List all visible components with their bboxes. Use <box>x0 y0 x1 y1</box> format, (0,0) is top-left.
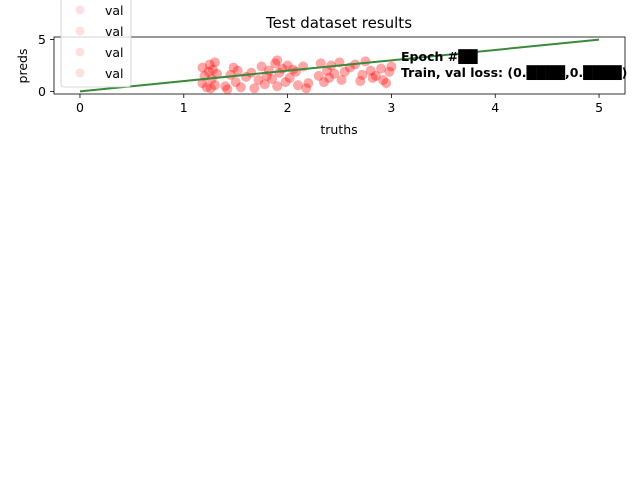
scatter-point <box>204 59 215 70</box>
legend-label: val <box>105 45 124 60</box>
scatter-point <box>211 68 222 79</box>
scatter-point <box>197 78 208 89</box>
scatter-point <box>197 62 208 73</box>
legend-box <box>60 0 132 88</box>
scatter-point <box>324 72 335 83</box>
scatter-point <box>303 78 314 89</box>
reference-line <box>79 38 600 93</box>
x-axis-ticks: 0 1 2 3 4 5 <box>76 94 603 115</box>
scatter-point <box>313 70 324 81</box>
scatter-point <box>230 77 241 88</box>
scatter-point <box>270 58 281 69</box>
scatter-point <box>384 66 395 77</box>
scatter-point <box>370 70 381 81</box>
scatter-point <box>329 68 340 79</box>
scatter-point <box>220 81 231 92</box>
scatter-point <box>367 72 378 83</box>
legend-marker <box>75 26 85 36</box>
loss-annotation: Train, val loss: (0.████,0.████) <box>401 65 627 81</box>
scatter-point <box>232 65 243 76</box>
legend-marker <box>75 47 85 57</box>
legend-label: val <box>105 66 124 81</box>
chart-title: Test dataset results <box>265 14 412 32</box>
scatter-point <box>272 55 283 66</box>
scatter-point <box>235 82 246 93</box>
scatter-point <box>360 56 371 67</box>
scatter-point <box>256 61 267 72</box>
scatter-point <box>322 65 333 76</box>
legend: val val val val <box>60 0 132 88</box>
scatter-point <box>381 78 392 89</box>
scatter-point <box>246 67 257 78</box>
scatter-point <box>209 57 220 68</box>
x-tick-label: 4 <box>491 100 499 115</box>
scatter-point <box>378 75 389 86</box>
scatter-point <box>274 67 285 78</box>
y-tick-label: 5 <box>38 32 46 47</box>
scatter-point <box>228 62 239 73</box>
scatter-point <box>201 82 212 93</box>
x-axis-title: truths <box>320 122 357 137</box>
x-tick-label: 3 <box>387 100 395 115</box>
x-tick-label: 1 <box>180 100 188 115</box>
x-tick-label: 2 <box>284 100 292 115</box>
x-tick-label: 5 <box>595 100 603 115</box>
scatter-point <box>253 75 264 86</box>
scatter-point <box>376 63 387 74</box>
scatter-point <box>203 66 214 77</box>
scatter-point <box>315 58 326 69</box>
scatter-point <box>267 73 278 84</box>
scatter-point <box>207 64 218 75</box>
scatter-point <box>280 77 291 88</box>
y-axis-ticks: 05 <box>38 32 54 99</box>
epoch-annotation: Epoch #██ <box>401 49 478 65</box>
y-axis-title: preds <box>15 49 30 84</box>
scatter-point <box>209 80 220 91</box>
scatter-point <box>272 81 283 92</box>
scatter-point <box>205 83 216 94</box>
scatter-point <box>292 80 303 91</box>
legend-label: val <box>105 24 124 39</box>
y-tick-label: 0 <box>38 84 46 99</box>
axes-frame <box>53 36 626 95</box>
scatter-point <box>357 69 368 80</box>
scatter-point <box>301 83 312 94</box>
scatter-point <box>355 76 366 87</box>
legend-marker <box>75 5 85 15</box>
scatter-point <box>339 66 350 77</box>
legend-label: val <box>105 3 124 18</box>
scatter-point <box>386 61 397 72</box>
scatter-point <box>336 75 347 86</box>
x-tick-label: 0 <box>76 100 84 115</box>
scatter-point <box>284 72 295 83</box>
reference-line-segment <box>79 38 600 93</box>
scatter-point <box>249 83 260 94</box>
scatter-point <box>259 79 270 90</box>
scatter-point <box>318 77 329 88</box>
scatter-point <box>222 84 233 95</box>
legend-marker <box>75 68 85 78</box>
scatter-point <box>282 60 293 71</box>
scatter-point <box>365 65 376 76</box>
